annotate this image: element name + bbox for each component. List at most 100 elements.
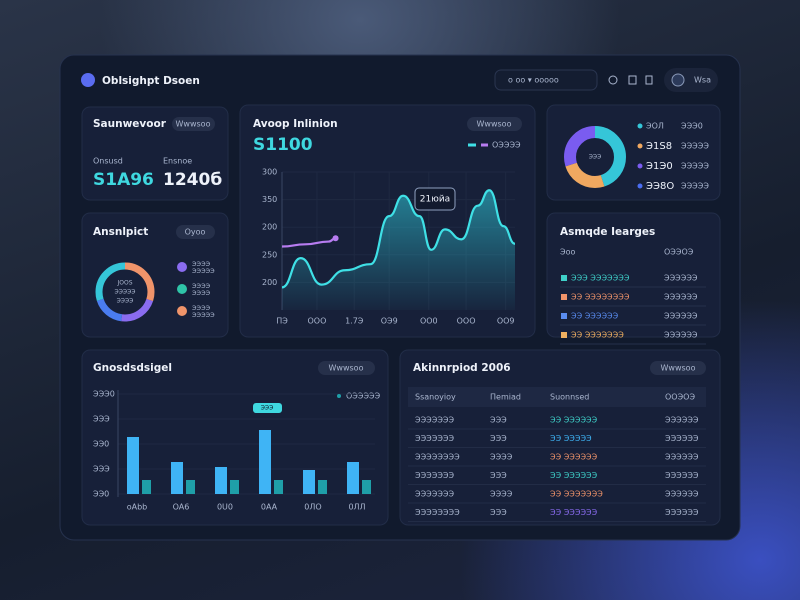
legend-icon bbox=[177, 284, 187, 294]
rank-label: ЭЭ ЭЭЭЭЭЭЭ bbox=[571, 331, 624, 340]
card-title: Akinnrpiod 2006 bbox=[413, 362, 511, 374]
bar bbox=[142, 480, 151, 494]
bar bbox=[318, 480, 327, 494]
legend-label: ЭЭЭЭ bbox=[192, 289, 211, 297]
tooltip-text: 21юйа bbox=[420, 195, 450, 205]
table-cell: ЭЭ ЭЭЭЭЭ bbox=[550, 434, 592, 443]
table-cell: ЭЭЭЭЭЭЭ bbox=[415, 416, 455, 425]
line-point bbox=[332, 235, 339, 242]
line bbox=[281, 237, 336, 248]
rank-swatch bbox=[561, 332, 567, 338]
legend-label: ЭЭЭЭ bbox=[192, 304, 211, 312]
table-cell: ЭЭЭЭЭЭЭ bbox=[415, 490, 455, 499]
card-title: Saunwevoor bbox=[93, 118, 167, 130]
button[interactable] bbox=[318, 361, 375, 375]
x-tick-label: ООО bbox=[308, 317, 327, 326]
x-tick-label: ПЭ bbox=[276, 317, 288, 326]
rank-value: ЭЭЭЭЭЭ bbox=[664, 293, 698, 302]
legend-value: ЭЭЭЭЭ bbox=[681, 142, 709, 151]
rank-swatch bbox=[561, 313, 567, 319]
button-label: Wwwsoo bbox=[329, 364, 364, 373]
table-cell: ЭЭЭЭЭЭЭ bbox=[415, 471, 455, 480]
table-cell: ЭЭЭ bbox=[490, 471, 507, 480]
table-cell: ЭЭЭЭЭЭ bbox=[665, 453, 699, 462]
card-title: Asmqde Iearges bbox=[560, 226, 655, 238]
tooltip bbox=[253, 403, 282, 413]
donut-center: JOOS bbox=[116, 280, 132, 287]
table-cell: ЭЭ ЭЭЭЭЭЭЭ bbox=[550, 490, 603, 499]
x-tick-label: ОО0 bbox=[420, 317, 438, 326]
stat-value: S1A96 bbox=[93, 170, 154, 190]
button[interactable] bbox=[467, 117, 522, 131]
y-tick-label: ЭЭЭ bbox=[93, 465, 110, 474]
search-text: ᴏ ᴏᴏ ▾ ᴏᴏᴏᴏᴏ bbox=[508, 76, 559, 85]
donut-center: ЭЭЭЭЭ bbox=[115, 289, 136, 296]
legend-value: ЭЭЭЭЭ bbox=[681, 182, 709, 191]
table-cell: ЭЭ ЭЭЭЭЭЭ bbox=[550, 471, 598, 480]
x-tick-label: ОЭ9 bbox=[381, 317, 398, 326]
rank-label: ЭЭ ЭЭЭЭЭЭЭЭ bbox=[571, 293, 630, 302]
column-header: Пеmiad bbox=[490, 393, 521, 402]
button-label: Wwwsoo bbox=[661, 364, 696, 373]
icon[interactable] bbox=[645, 75, 653, 85]
headline-value: S1100 bbox=[253, 135, 313, 155]
legend-label: Э1S8 bbox=[646, 141, 672, 152]
table-cell: ЭЭЭЭЭЭ bbox=[665, 508, 699, 517]
rank-swatch bbox=[561, 275, 567, 281]
column-header: ОЭЭОЭ bbox=[664, 248, 694, 257]
donut-segment bbox=[564, 126, 626, 188]
icon[interactable] bbox=[608, 75, 618, 85]
donut-segment bbox=[564, 126, 626, 188]
legend-icon bbox=[177, 306, 187, 316]
column-header: ООЭОЭ bbox=[665, 393, 695, 402]
card-title: Avoop Inlinion bbox=[253, 118, 338, 130]
icon[interactable] bbox=[628, 75, 637, 85]
donut-segment bbox=[95, 262, 155, 322]
bar bbox=[215, 467, 227, 494]
card bbox=[81, 212, 229, 338]
y-tick-label: 250 bbox=[262, 250, 277, 259]
legend-value: ЭЭЭЭЭ bbox=[681, 162, 709, 171]
tooltip bbox=[414, 187, 456, 211]
legend-label: ЭОЛ bbox=[646, 122, 664, 131]
bar bbox=[303, 470, 315, 494]
table-cell: ЭЭЭЭЭЭ bbox=[665, 434, 699, 443]
button[interactable] bbox=[650, 361, 706, 375]
column-header: Ssanoyioy bbox=[415, 393, 456, 402]
search-box[interactable] bbox=[494, 69, 598, 91]
x-tick-label: 0ЛO bbox=[304, 503, 321, 512]
x-tick-label: oAbb bbox=[127, 503, 148, 512]
rank-label: ЭЭ ЭЭЭЭЭЭ bbox=[571, 312, 619, 321]
stat-label: Onsusd bbox=[93, 157, 123, 166]
y-tick-label: ЭЭЭ0 bbox=[93, 390, 115, 399]
bar bbox=[259, 430, 271, 494]
y-tick-label: 300 bbox=[262, 168, 277, 177]
card-title: Gnosdsdsigel bbox=[93, 362, 172, 374]
legend-label: ОЭЭЭЭ bbox=[492, 141, 521, 150]
table-cell: ЭЭЭЭЭЭ bbox=[665, 416, 699, 425]
rank-value: ЭЭЭЭЭЭ bbox=[664, 274, 698, 283]
legend-icon bbox=[177, 262, 187, 272]
legend-label: ЭЭЭЭЭ bbox=[192, 267, 215, 275]
rank-value: ЭЭЭЭЭЭ bbox=[664, 312, 698, 321]
donut-center: ЭЭЭ bbox=[589, 154, 602, 161]
legend-label: ЭЭ8О bbox=[646, 181, 674, 192]
stat-value: 1240б bbox=[163, 170, 222, 190]
bar bbox=[362, 480, 371, 494]
button[interactable] bbox=[176, 225, 215, 239]
table-cell: ЭЭ ЭЭЭЭЭЭ bbox=[550, 453, 598, 462]
bar bbox=[274, 480, 283, 494]
app-title: Oblsighpt Dsoen bbox=[102, 75, 200, 87]
legend-dot bbox=[637, 143, 643, 149]
tooltip-text: ЭЭЭ bbox=[261, 405, 274, 412]
bar bbox=[347, 462, 359, 494]
button[interactable] bbox=[172, 117, 215, 131]
y-tick-label: 200 bbox=[262, 223, 277, 232]
bar bbox=[186, 480, 195, 494]
table-header bbox=[408, 387, 706, 407]
legend-label: ОЭЭЭЭЭ bbox=[346, 392, 381, 401]
card-title: Ansnlpict bbox=[93, 226, 148, 238]
table-cell: ЭЭЭЭ bbox=[490, 453, 513, 462]
y-tick-label: ЭЭ0 bbox=[93, 490, 109, 499]
